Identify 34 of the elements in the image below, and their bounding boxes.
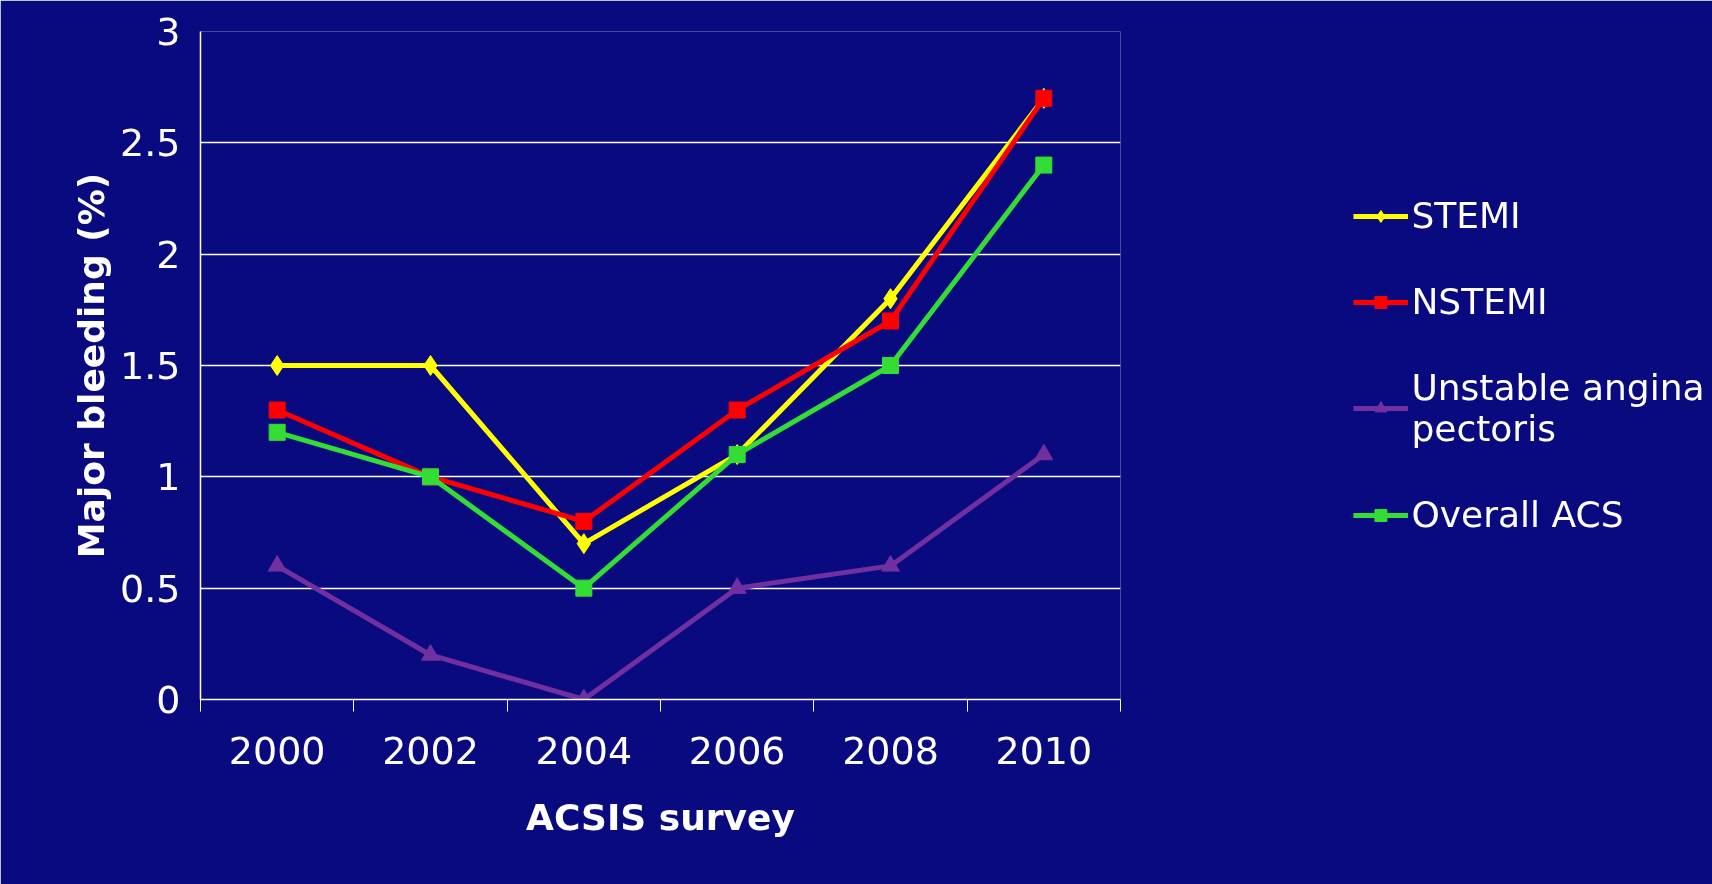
- y-axis-title: Major bleeding (%): [71, 172, 113, 559]
- y-tick-label: 0.5: [120, 566, 181, 611]
- point: [268, 423, 286, 441]
- x-tick-label: 2002: [382, 728, 479, 773]
- y-tick-label: 2.5: [120, 121, 181, 166]
- y-tick-label: 3: [156, 10, 181, 54]
- point: [423, 355, 438, 376]
- legend-label: Unstable angina pectoris: [1411, 367, 1705, 449]
- x-tick-label: 2008: [842, 728, 939, 773]
- legend-label: STEMI: [1411, 195, 1521, 236]
- legend-label: NSTEMI: [1411, 281, 1548, 322]
- point: [882, 357, 899, 374]
- x-tick-label: 2010: [995, 728, 1093, 773]
- point: [575, 512, 593, 530]
- x-tick-label: 2004: [535, 728, 633, 773]
- legend-label: Overall ACS: [1411, 494, 1624, 535]
- x-tick-label: 2000: [228, 728, 326, 773]
- point: [421, 644, 440, 661]
- y-tick-label: 2: [156, 232, 181, 277]
- y-tick-label: 1.5: [120, 344, 181, 388]
- x-axis-title: ACSIS survey: [526, 796, 795, 838]
- point: [1034, 443, 1054, 461]
- point: [881, 555, 900, 572]
- point: [727, 577, 747, 594]
- y-tick-label: 1: [156, 455, 181, 500]
- x-tick-label: 2006: [688, 728, 786, 773]
- point: [882, 312, 899, 330]
- point: [270, 355, 285, 376]
- point: [267, 555, 287, 572]
- point: [575, 579, 593, 597]
- point: [728, 401, 746, 419]
- point: [268, 401, 286, 419]
- y-tick-label: 0: [156, 678, 181, 722]
- point: [1035, 156, 1053, 174]
